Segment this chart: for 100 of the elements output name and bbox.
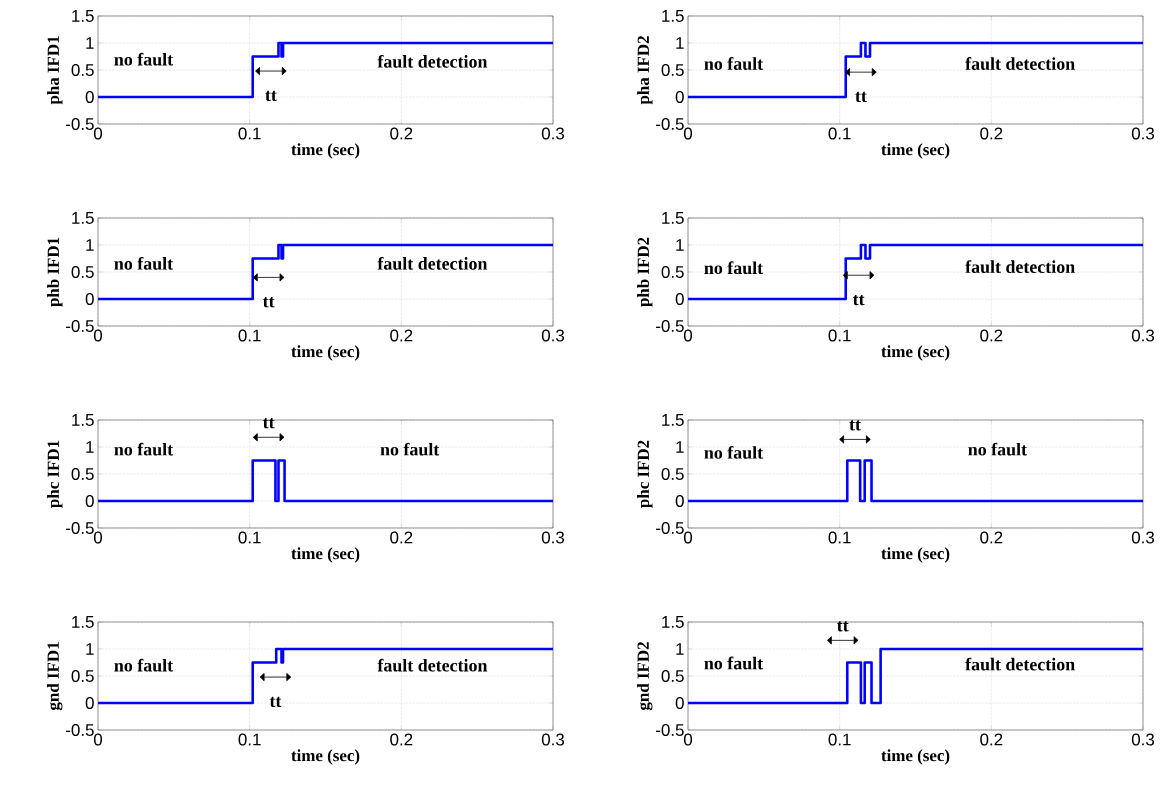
x-tick-label: 0.2: [390, 329, 413, 342]
y-axis-title: pha IFD2: [637, 36, 653, 105]
annotation: no fault: [968, 442, 1027, 456]
annotation: tt: [852, 294, 865, 306]
x-axis-title: time (sec): [881, 749, 950, 765]
x-tick-label: 0.1: [238, 733, 261, 746]
y-tick-label: 0: [675, 495, 684, 507]
y-tick-label: 1: [676, 441, 684, 453]
y-tick-label: 1.5: [72, 414, 94, 426]
x-tick-label: 0.1: [238, 329, 261, 342]
annotation: tt: [262, 297, 275, 308]
y-tick-label: 1: [86, 37, 94, 49]
x-tick-label: 0.2: [980, 733, 1003, 746]
annotation: tt: [265, 90, 277, 102]
y-axis-title: phb IFD1: [47, 237, 63, 307]
y-tick-label: -0.5: [66, 522, 94, 534]
x-tick-label: 0.3: [541, 733, 565, 746]
x-tick-label: 0.2: [390, 733, 413, 746]
y-tick-label: -0.5: [656, 724, 684, 736]
x-axis-title: time (sec): [291, 143, 360, 159]
x-axis-title: time (sec): [291, 345, 360, 361]
y-tick-label: 0: [85, 293, 94, 305]
y-tick-label: 1: [676, 643, 684, 655]
y-tick-label: 1.5: [72, 616, 94, 628]
y-tick-label: -0.5: [656, 117, 684, 130]
x-tick-label: 0.2: [390, 127, 413, 140]
y-axis-title: pha IFD1: [47, 36, 63, 105]
x-tick-label: 0.3: [1131, 531, 1155, 544]
annotation: no fault: [380, 442, 440, 456]
annotation: fault detection: [965, 57, 1075, 70]
x-axis-title: time (sec): [291, 749, 360, 765]
y-tick-label: 0: [85, 90, 94, 103]
y-axis-title: phb IFD2: [637, 237, 653, 307]
y-tick-label: 1.5: [72, 212, 94, 224]
x-tick-label: 0.1: [238, 531, 261, 544]
x-axis-title: time (sec): [881, 345, 950, 361]
x-tick-label: 0.3: [1131, 329, 1155, 342]
x-tick-label: 0.2: [980, 531, 1003, 544]
annotation: tt: [849, 420, 861, 431]
y-tick-label: -0.5: [656, 320, 684, 332]
x-tick-label: 0.1: [828, 531, 851, 544]
annotation: no fault: [114, 256, 174, 270]
annotation: fault detection: [965, 657, 1075, 671]
x-axis-title: time (sec): [291, 547, 360, 563]
y-tick-label: -0.5: [66, 320, 94, 332]
x-tick-label: 0.2: [980, 127, 1003, 140]
y-tick-label: -0.5: [66, 724, 94, 736]
x-tick-label: 0.3: [541, 329, 565, 342]
annotation: fault detection: [377, 658, 488, 672]
y-tick-label: 1.5: [662, 10, 684, 22]
annotation: tt: [837, 621, 849, 632]
y-axis-title: phc IFD2: [637, 440, 653, 508]
y-tick-label: 0.5: [661, 63, 684, 76]
y-tick-label: 1.5: [662, 616, 684, 628]
y-tick-label: -0.5: [656, 522, 684, 534]
annotation: fault detection: [965, 260, 1075, 274]
annotation: tt: [855, 91, 867, 103]
x-tick-label: 0.1: [828, 329, 851, 342]
x-tick-label: 0.2: [980, 329, 1003, 342]
annotation: tt: [269, 696, 282, 708]
y-tick-label: 0: [85, 495, 94, 507]
y-tick-label: 1.5: [662, 212, 684, 224]
annotation: no fault: [114, 52, 174, 66]
y-tick-label: 1: [676, 37, 684, 49]
y-tick-label: 0: [675, 90, 684, 103]
x-tick-label: 0.1: [238, 127, 261, 140]
x-tick-label: 0.3: [1131, 127, 1155, 140]
x-tick-label: 0.2: [390, 531, 413, 544]
annotation: no fault: [704, 57, 764, 70]
y-tick-label: -0.5: [66, 117, 94, 130]
y-axis-title: gnd IFD2: [636, 642, 653, 711]
x-tick-label: 0.3: [1131, 733, 1155, 746]
x-tick-label: 0.3: [541, 531, 565, 544]
annotation: no fault: [114, 442, 174, 456]
y-tick-label: 1.5: [72, 10, 94, 22]
y-tick-label: 0.5: [71, 670, 94, 682]
y-axis-title: phc IFD1: [47, 440, 63, 508]
y-tick-label: 1: [86, 441, 94, 453]
x-tick-label: 0.1: [828, 127, 851, 140]
annotation: fault detection: [377, 54, 488, 68]
y-tick-label: 0.5: [71, 468, 94, 480]
y-axis-title: gnd IFD1: [46, 642, 63, 711]
y-tick-label: 1: [86, 643, 94, 655]
y-tick-label: 0.5: [661, 670, 684, 682]
y-tick-label: 0: [675, 293, 684, 305]
y-tick-label: 0.5: [71, 266, 94, 278]
annotation: no fault: [114, 658, 174, 672]
y-tick-label: 1: [676, 239, 684, 251]
y-tick-label: 0.5: [71, 63, 94, 76]
annotation: no fault: [704, 261, 764, 275]
x-axis-title: time (sec): [881, 143, 950, 159]
annotation: no fault: [704, 656, 764, 670]
y-tick-label: 1: [86, 239, 94, 251]
annotation: no fault: [704, 445, 764, 459]
y-tick-label: 0.5: [661, 266, 684, 278]
annotation: fault detection: [377, 256, 488, 270]
annotation: tt: [262, 418, 275, 429]
y-tick-label: 0: [85, 697, 94, 709]
x-tick-label: 0.1: [828, 733, 851, 746]
y-tick-label: 0: [675, 697, 684, 709]
